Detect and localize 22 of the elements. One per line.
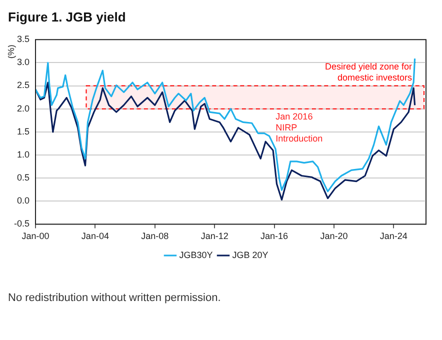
x-tick-label: Jan-08: [141, 231, 169, 242]
x-tick-label: Jan-24: [380, 231, 408, 242]
band-label: Desired yield zone for domestic investors: [324, 62, 412, 83]
legend-label: JGB30Y: [179, 250, 213, 260]
y-tick-label: 0.5: [16, 172, 30, 183]
text: No redistribution without written permission.: [8, 292, 222, 304]
y-tick-label: 3.0: [16, 57, 30, 68]
legend-label: JGB 20Y: [232, 250, 268, 260]
y-tick-label: -0.5: [14, 218, 30, 229]
y-tick-label: 1.5: [16, 126, 30, 136]
y-tick-label: 0.0: [16, 196, 30, 206]
y-tick-label: 3.5: [16, 34, 30, 44]
annotation: Jan 2016 NIRP Introduction: [276, 112, 323, 144]
y-tick-label: 2.0: [16, 103, 30, 114]
x-tick-label: Jan-12: [200, 231, 228, 242]
chart-title: Figure 1. JGB yield: [8, 9, 126, 24]
x-tick-label: Jan-04: [81, 231, 109, 242]
y-tick-label: 1.0: [16, 149, 30, 160]
y-tick-label: 2.5: [16, 80, 30, 90]
x-tick-label: Jan-16: [260, 231, 288, 242]
x-tick-label: Jan-00: [22, 231, 50, 242]
x-tick-label: Jan-20: [320, 231, 348, 242]
